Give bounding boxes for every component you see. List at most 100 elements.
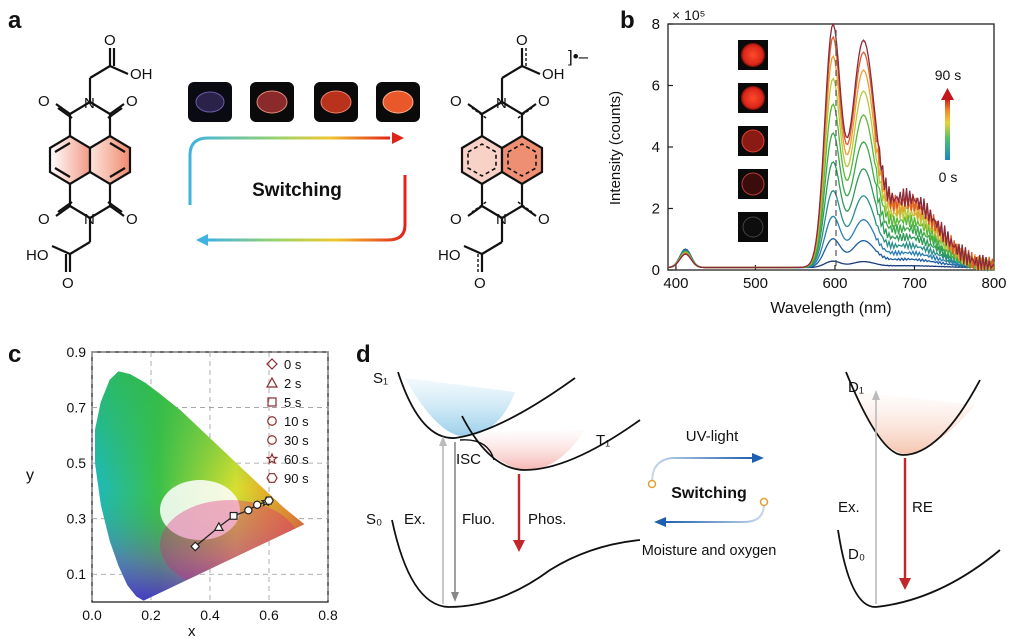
x-tick-label: 0.8 (318, 607, 338, 623)
y-scale-factor: × 10⁵ (672, 7, 705, 23)
label-fluorescence: Fluo. (462, 511, 495, 528)
dish-0s-icon (195, 91, 225, 113)
atom-o: O (474, 275, 486, 292)
label-excitation: Ex. (404, 511, 426, 528)
y-tick-label: 6 (652, 78, 660, 95)
atom-oh: OH (542, 66, 565, 83)
atom-ho: HO (438, 247, 461, 264)
x-axis-label-b: Wavelength (nm) (770, 300, 891, 317)
ndi-molecule-neutral (48, 48, 132, 272)
isc-path (459, 439, 495, 461)
axes-b: 400 500 600 700 800 0 2 4 6 8 (652, 16, 1007, 292)
ndi-molecule-radical (460, 48, 544, 272)
atom-o: O (62, 275, 74, 292)
spectra-curves (667, 22, 995, 273)
legend-marker (266, 358, 278, 370)
legend-label: 90 s (284, 471, 309, 486)
transition-arrows (439, 390, 911, 604)
ndi-neutral-atoms: O OH N O O O O N HO O (26, 32, 153, 292)
y-axis-label-c: y (26, 467, 34, 484)
atom-o: O (104, 32, 116, 49)
label-excitation-2: Ex. (838, 499, 860, 516)
x-tick-label: 800 (981, 275, 1006, 292)
atom-n: N (84, 95, 95, 112)
panel-a-label: a (8, 7, 22, 34)
dish-icon (741, 129, 765, 153)
legend-marker (265, 452, 279, 465)
spectrum-line (667, 22, 995, 271)
radical-anion-mark: ]•– (568, 47, 589, 66)
state-t1: T₁ (596, 432, 610, 449)
legend-label: 0 s (284, 357, 302, 372)
moisture-oxygen-label: Moisture and oxygen (642, 543, 777, 559)
y-tick-label: 4 (652, 139, 660, 156)
y-tick-label: 0.5 (67, 455, 87, 471)
y-tick-label: 0 (652, 262, 660, 279)
y-axis-label-b: Intensity (counts) (607, 91, 624, 205)
legend-label: 30 s (284, 433, 309, 448)
arrow-head-right-icon (392, 132, 404, 144)
dish-photos (188, 82, 420, 122)
y-tick-label: 8 (652, 16, 660, 33)
atom-o: O (126, 93, 138, 110)
state-s0: S₀ (366, 511, 382, 528)
start-dot (647, 479, 657, 489)
t1-curve (461, 415, 641, 471)
dish-icon (742, 216, 764, 238)
arrow-down-icon (451, 592, 459, 602)
cie-point (229, 511, 238, 520)
cie-points (190, 496, 274, 552)
arrow-down-icon (899, 578, 911, 590)
legend-label: 5 s (284, 395, 302, 410)
x-tick-label: 0.0 (82, 607, 102, 623)
atom-ho: HO (26, 247, 49, 264)
legend-marker (266, 473, 278, 483)
x-tick-label: 500 (743, 275, 768, 292)
atom-n: N (496, 211, 507, 228)
panel-b-label: b (620, 7, 635, 34)
legend-marker (267, 416, 277, 426)
x-tick-label: 0.6 (259, 607, 279, 623)
colorbar-bottom-label: 0 s (939, 169, 958, 185)
atom-o: O (516, 32, 528, 49)
panel-c-label: c (8, 341, 21, 368)
y-tick-label: 0.3 (67, 511, 87, 527)
start-dot (759, 497, 769, 507)
arrow-down-icon (513, 540, 525, 552)
cie-point (264, 496, 274, 505)
x-tick-label: 400 (663, 275, 688, 292)
label-re: RE (912, 499, 933, 516)
uv-arrow (651, 457, 754, 483)
label-phosphorescence: Phos. (528, 511, 566, 528)
dish-icon (741, 43, 765, 67)
switching-label-d: Switching (671, 485, 747, 502)
legend-label: 2 s (284, 376, 302, 391)
panel-b: b × 10⁵ 400 500 600 700 800 0 2 4 6 8 Intensity (… (607, 7, 1007, 317)
s1-well-fill (405, 378, 515, 437)
cie-point (253, 500, 262, 509)
atom-o: O (38, 211, 50, 228)
panel-c: c 0.0 0.2 0.4 0.6 0.8 0.1 0.3 0.5 0.7 0.9 0 s 2 s 5… (8, 341, 338, 639)
ndi-radical-atoms: O OH ]•– N O O O O N HO O (438, 32, 589, 292)
legend-marker (265, 376, 279, 388)
colorbar (945, 98, 950, 160)
dish-3-icon (320, 90, 352, 114)
cie-point (213, 521, 225, 531)
cie-point (190, 541, 201, 552)
t1-well-fill (470, 430, 585, 470)
atom-n: N (496, 95, 507, 112)
arrow-head-left-icon (196, 234, 208, 246)
uv-light-label: UV-light (686, 428, 739, 445)
switching-cycle (188, 132, 407, 246)
s1-curve (397, 371, 576, 439)
x-axis-label-c: x (188, 623, 196, 639)
legend-marker (267, 397, 277, 407)
state-s1: S₁ (373, 370, 388, 387)
label-isc: ISC (456, 451, 481, 468)
arrow-left-icon (654, 517, 666, 527)
inset-dish-photos (738, 40, 768, 242)
s0-curve (391, 519, 641, 608)
y-tick-label: 0.7 (67, 400, 87, 416)
y-tick-label: 0.1 (67, 566, 87, 582)
x-tick-label: 0.4 (200, 607, 220, 623)
